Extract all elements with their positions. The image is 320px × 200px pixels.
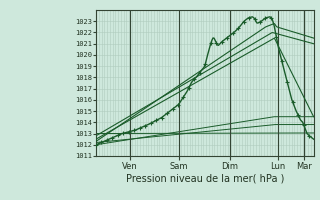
X-axis label: Pression niveau de la mer( hPa ): Pression niveau de la mer( hPa ) xyxy=(126,173,284,183)
